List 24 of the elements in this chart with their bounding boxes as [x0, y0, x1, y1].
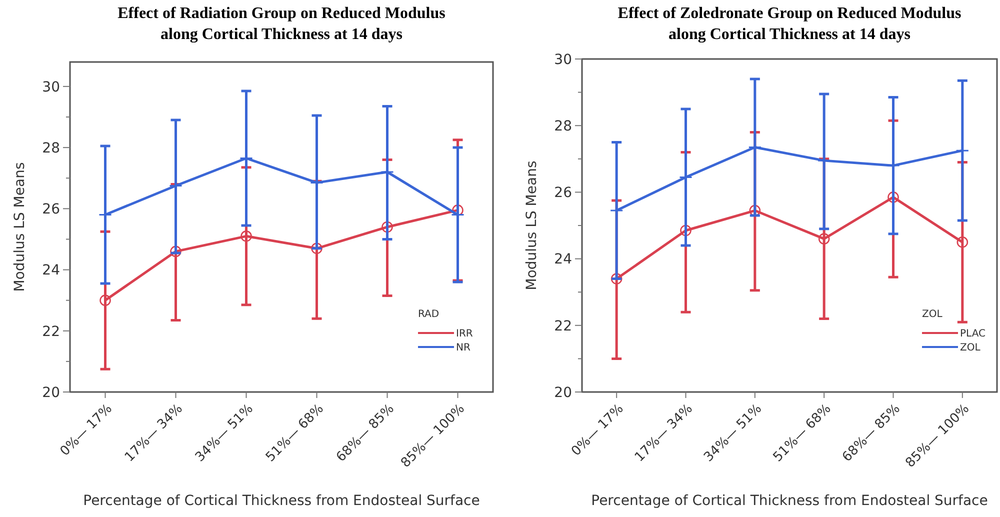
legend-title: RAD [418, 309, 440, 320]
y-tick-label: 30 [554, 52, 572, 68]
y-axis-title: Modulus LS Means [12, 162, 28, 292]
y-tick-label: 24 [42, 262, 60, 279]
y-tick-label: 26 [42, 202, 60, 218]
y-tick-label: 30 [42, 79, 60, 96]
y-tick-label: 22 [554, 318, 572, 334]
y-tick-label: 28 [554, 118, 572, 134]
x-axis-title: Percentage of Cortical Thickness from Endosteal Surface [83, 493, 480, 509]
y-tick-label: 24 [554, 252, 572, 268]
legend-label: ZOL [960, 342, 981, 354]
legend-title: ZOL [922, 309, 943, 320]
legend-label: NR [456, 342, 470, 354]
legend-label: IRR [456, 328, 473, 340]
y-tick-label: 28 [42, 140, 60, 156]
x-axis-title: Percentage of Cortical Thickness from Endosteal Surface [591, 493, 988, 509]
y-tick-label: 22 [42, 324, 60, 340]
chart-title: Effect of Zoledronate Group on Reduced Modulus along Cortical Thickness at 14 days [618, 5, 962, 43]
chart-title: Effect of Radiation Group on Reduced Modulus along Cortical Thickness at 14 days [118, 5, 446, 43]
legend-label: PLAC [960, 328, 986, 340]
y-tick-label: 26 [554, 185, 572, 202]
y-tick-label: 20 [554, 384, 572, 401]
y-tick-label: 20 [42, 384, 60, 401]
y-axis-title: Modulus LS Means [524, 160, 540, 290]
